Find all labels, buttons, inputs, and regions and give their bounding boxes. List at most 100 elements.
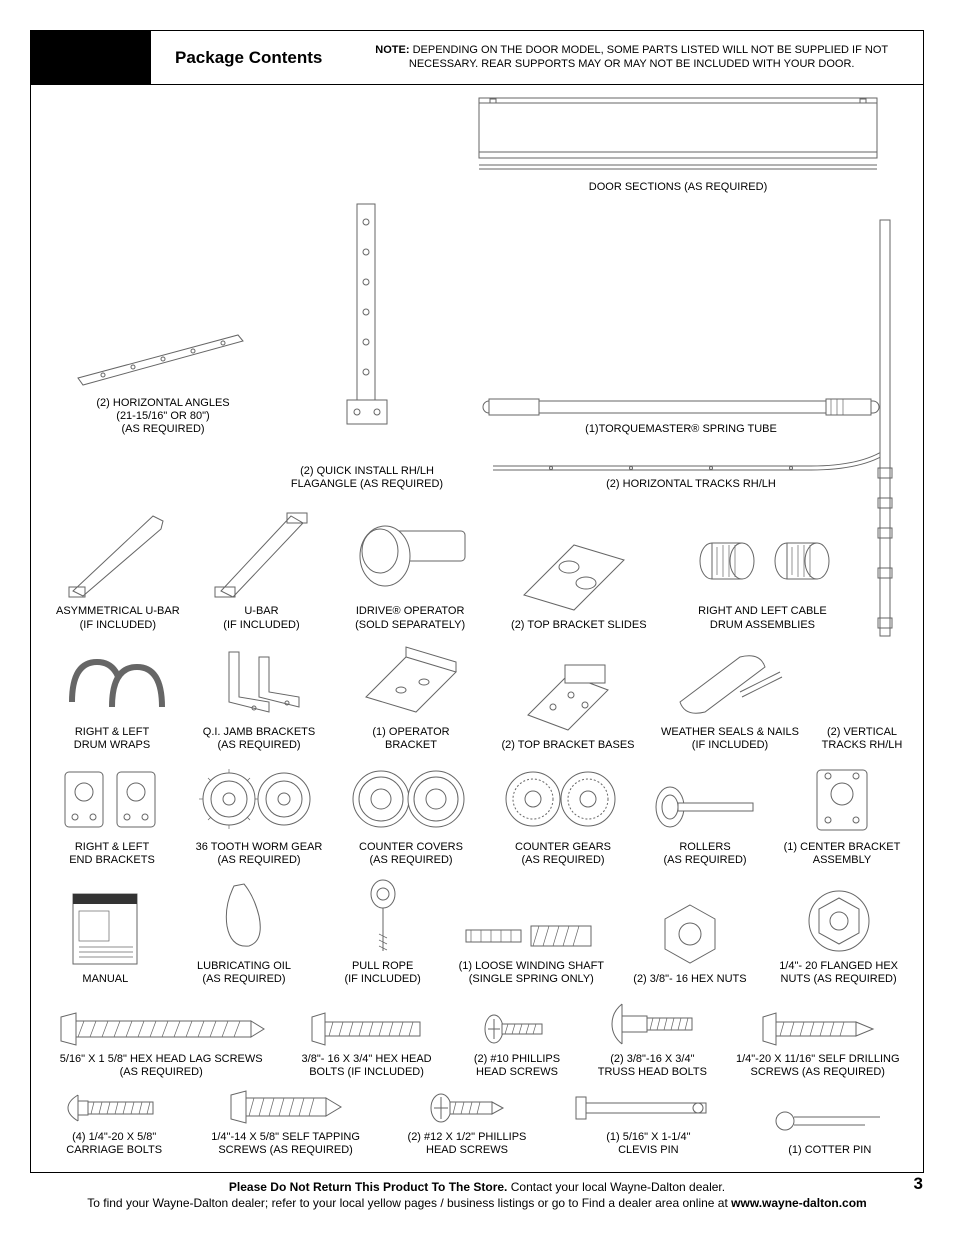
horiz-angles-l2: (21-15/16" OR 80"): [116, 410, 209, 423]
item-self-tapping: 1/4"-14 X 5/8" SELF TAPPING SCREWS (AS R…: [196, 1085, 376, 1159]
worm-l1: 36 TOOTH WORM GEAR: [196, 841, 323, 854]
item-self-drilling: 1/4"-20 X 11/16" SELF DRILLING SCREWS (A…: [728, 1007, 908, 1081]
idrive-icon: [345, 501, 475, 601]
footer-l1-rest: Contact your local Wayne-Dalton dealer.: [507, 1180, 725, 1194]
hexbolt-l1: 3/8"- 16 X 3/4" HEX HEAD: [302, 1053, 432, 1066]
header-row: Package Contents NOTE: DEPENDING ON THE …: [31, 31, 923, 85]
item-flagangle-graphic: [307, 200, 427, 438]
rollers-icon: [650, 777, 760, 837]
lag-l1: 5/16" X 1 5/8" HEX HEAD LAG SCREWS: [60, 1053, 263, 1066]
self-tapping-icon: [226, 1087, 346, 1127]
item-flagangle-label: (2) QUICK INSTALL RH/LH FLAGANGLE (AS RE…: [277, 463, 457, 493]
top-slides-label: (2) TOP BRACKET SLIDES: [511, 619, 647, 632]
horizontal-tracks-icon: [491, 444, 891, 474]
ubar-l2: (IF INCLUDED): [223, 619, 299, 632]
asym-ubar-l1: ASYMMETRICAL U-BAR: [56, 605, 180, 618]
flanged-l1: 1/4"- 20 FLANGED HEX: [779, 960, 898, 973]
row-9: (4) 1/4"-20 X 5/8" CARRIAGE BOLTS 1/4"-1…: [41, 1085, 913, 1159]
item-oil: LUBRICATING OIL (AS REQUIRED): [174, 874, 314, 988]
hex-bolt-icon: [307, 1009, 427, 1049]
hexbolt-l2: BOLTS (IF INCLUDED): [309, 1066, 424, 1079]
oil-l2: (AS REQUIRED): [202, 973, 285, 986]
top-bases-icon: [513, 655, 623, 735]
item-top-bases: (2) TOP BRACKET BASES: [493, 653, 643, 754]
door-sections-icon: [478, 97, 878, 177]
oil-l1: LUBRICATING OIL: [197, 960, 291, 973]
drum-wraps-l1: RIGHT & LEFT: [75, 726, 149, 739]
end-brk-l1: RIGHT & LEFT: [75, 841, 149, 854]
cable-drum-l2: DRUM ASSEMBLIES: [710, 619, 815, 632]
item-operator-bracket: (1) OPERATOR BRACKET: [341, 640, 481, 754]
end-brk-l2: END BRACKETS: [69, 854, 155, 867]
item-spring-tube: (1)TORQUEMASTER® SPRING TUBE: [471, 393, 891, 438]
item-idrive: IDRIVE® OPERATOR (SOLD SEPARATELY): [335, 499, 485, 633]
item-lag-screws: 5/16" X 1 5/8" HEX HEAD LAG SCREWS (AS R…: [46, 1007, 276, 1081]
phillips10-icon: [482, 1009, 552, 1049]
manual-icon: [65, 889, 145, 969]
rope-l2: (IF INCLUDED): [344, 973, 420, 986]
spring-tube-label: (1)TORQUEMASTER® SPRING TUBE: [585, 423, 777, 436]
cgear-l2: (AS REQUIRED): [521, 854, 604, 867]
shaft-l2: (SINGLE SPRING ONLY): [469, 973, 594, 986]
op-bracket-label: (1) OPERATOR BRACKET: [345, 726, 477, 752]
horizontal-angle-icon: [73, 323, 253, 393]
item-weather-seals: WEATHER SEALS & NAILS (IF INCLUDED): [655, 640, 805, 754]
worm-l2: (AS REQUIRED): [217, 854, 300, 867]
selfdrill-l2: SCREWS (AS REQUIRED): [751, 1066, 885, 1079]
weather-seals-icon: [670, 642, 790, 722]
oil-icon: [209, 876, 279, 956]
rollers-l1: ROLLERS: [679, 841, 730, 854]
jamb-bracket-icon: [209, 642, 309, 722]
ubar-l1: U-BAR: [244, 605, 278, 618]
center-l2: ASSEMBLY: [813, 854, 872, 867]
truss-l2: TRUSS HEAD BOLTS: [598, 1066, 707, 1079]
flanged-l2: NUTS (AS REQUIRED): [781, 973, 897, 986]
row-8: 5/16" X 1 5/8" HEX HEAD LAG SCREWS (AS R…: [41, 992, 913, 1081]
asym-ubar-l2: (IF INCLUDED): [80, 619, 156, 632]
center-bracket-icon: [802, 762, 882, 837]
item-pull-rope: PULL ROPE (IF INCLUDED): [323, 874, 443, 988]
item-counter-covers: COUNTER COVERS (AS REQUIRED): [341, 760, 481, 869]
row-5: RIGHT & LEFT DRUM WRAPS Q.I. JAMB BRACKE…: [41, 640, 913, 754]
item-carriage-bolts: (4) 1/4"-20 X 5/8" CARRIAGE BOLTS: [49, 1087, 179, 1159]
phillips12-icon: [427, 1089, 507, 1127]
drum-wraps-l2: DRUM WRAPS: [74, 739, 150, 752]
horiz-angles-l1: (2) HORIZONTAL ANGLES: [96, 397, 229, 410]
item-jamb-brackets: Q.I. JAMB BRACKETS (AS REQUIRED): [189, 640, 329, 754]
phillips12-l1: (2) #12 X 1/2" PHILLIPS: [408, 1131, 527, 1144]
ccover-l1: COUNTER COVERS: [359, 841, 463, 854]
item-vtrack-graphic: [866, 516, 906, 634]
center-l1: (1) CENTER BRACKET: [784, 841, 901, 854]
flanged-nut-icon: [804, 886, 874, 956]
page-number: 3: [914, 1174, 923, 1194]
item-horizontal-tracks: (2) HORIZONTAL TRACKS RH/LH: [481, 442, 901, 493]
end-brackets-icon: [57, 762, 167, 837]
vtracks-l1: (2) VERTICAL: [827, 726, 897, 739]
carriage-l1: (4) 1/4"-20 X 5/8": [72, 1131, 156, 1144]
item-phillips10: (2) #10 PHILLIPS HEAD SCREWS: [457, 1007, 577, 1081]
clevis-l2: CLEVIS PIN: [618, 1144, 679, 1157]
carriage-bolt-icon: [64, 1089, 164, 1127]
cable-drum-icon: [687, 531, 837, 601]
item-drum-wraps: RIGHT & LEFT DRUM WRAPS: [47, 640, 177, 754]
clevis-l1: (1) 5/16" X 1-1/4": [606, 1131, 690, 1144]
footer-l2b: www.wayne-dalton.com: [731, 1196, 867, 1210]
note-rest: DEPENDING ON THE DOOR MODEL, SOME PARTS …: [409, 44, 888, 70]
weather-l2: (IF INCLUDED): [692, 739, 768, 752]
horiz-angles-l3: (AS REQUIRED): [121, 423, 204, 436]
item-truss-bolts: (2) 3/8"-16 X 3/4" TRUSS HEAD BOLTS: [587, 992, 717, 1081]
header-black-box: [31, 31, 151, 85]
contents-area: DOOR SECTIONS (AS REQUIRED) (2) HORIZONT…: [31, 85, 923, 1160]
row-6: RIGHT & LEFT END BRACKETS 36 TOOTH WORM …: [41, 760, 913, 869]
phillips10-l2: HEAD SCREWS: [476, 1066, 558, 1079]
hex-nut-icon: [655, 899, 725, 969]
flagangle-icon: [337, 202, 397, 432]
ccover-l2: (AS REQUIRED): [369, 854, 452, 867]
cotter-label: (1) COTTER PIN: [788, 1144, 871, 1157]
weather-l1: WEATHER SEALS & NAILS: [661, 726, 799, 739]
flagangle-l1: (2) QUICK INSTALL RH/LH: [300, 465, 434, 478]
carriage-l2: CARRIAGE BOLTS: [66, 1144, 162, 1157]
cgear-l1: COUNTER GEARS: [515, 841, 611, 854]
item-end-brackets: RIGHT & LEFT END BRACKETS: [47, 760, 177, 869]
note-bold: NOTE:: [375, 44, 409, 56]
